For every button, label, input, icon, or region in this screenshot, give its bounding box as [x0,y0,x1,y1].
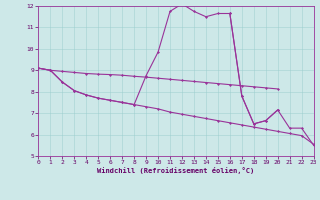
X-axis label: Windchill (Refroidissement éolien,°C): Windchill (Refroidissement éolien,°C) [97,167,255,174]
